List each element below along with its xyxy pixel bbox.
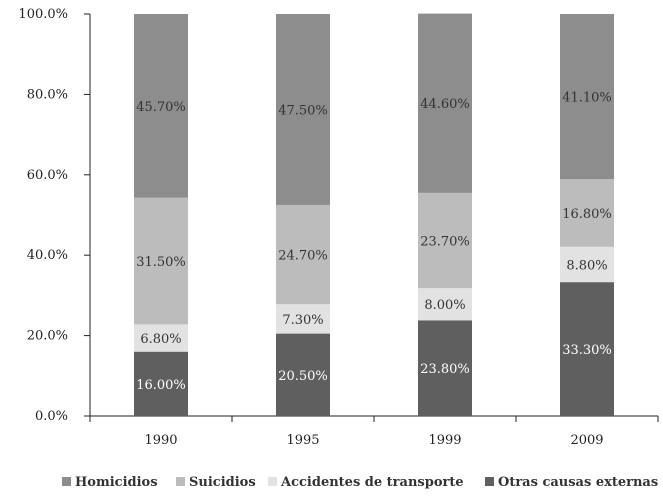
data-label: 45.70% (136, 100, 186, 115)
legend-label: Homicidios (75, 475, 158, 490)
legend-swatch (485, 477, 494, 486)
y-tick-label: 80.0% (27, 87, 68, 102)
bar-segment (134, 324, 188, 352)
x-tick-label: 1999 (428, 433, 461, 448)
data-label: 6.80% (140, 332, 181, 347)
y-tick-label: 0.0% (35, 409, 68, 424)
data-label: 7.30% (282, 313, 323, 328)
bar-segment (560, 282, 614, 416)
bars: 16.00% 6.80% 31.50% 45.70% 20.50% 7.30% 24.70%… (134, 13, 614, 416)
data-label: 33.30% (562, 343, 612, 358)
bar-segment (560, 246, 614, 283)
x-tick-label: 1995 (286, 433, 319, 448)
bar-segment (560, 179, 614, 247)
data-label: 16.80% (562, 207, 612, 222)
data-label: 44.60% (420, 97, 470, 112)
y-tick-label: 40.0% (27, 248, 68, 263)
y-tick-label: 60.0% (27, 168, 68, 183)
bar-segment (276, 304, 330, 334)
bar-segment (134, 351, 188, 416)
legend-swatch (176, 477, 185, 486)
legend-label: Accidentes de transporte (280, 475, 464, 490)
data-label: 31.50% (136, 255, 186, 270)
bar-segment (276, 204, 330, 305)
y-tick-label: 100.0% (18, 7, 68, 22)
x-axis: 1990 1995 1999 2009 (89, 415, 659, 448)
bar-segment (276, 14, 330, 205)
data-label: 20.50% (278, 369, 328, 384)
legend-swatch (62, 477, 71, 486)
data-label: 16.00% (136, 378, 186, 393)
data-label: 8.00% (424, 298, 465, 313)
bar-segment (418, 13, 472, 193)
y-tick-label: 20.0% (27, 329, 68, 344)
bar-segment (134, 197, 188, 325)
legend-label: Otras causas externas (498, 475, 658, 490)
data-label: 41.10% (562, 91, 612, 106)
legend: Homicidios Suicidios Accidentes de transpo… (62, 475, 658, 490)
data-label: 47.50% (278, 103, 328, 118)
bar-segment (418, 192, 472, 289)
legend-label: Suicidios (189, 475, 256, 490)
y-axis: 0.0% 20.0% 40.0% 60.0% 80.0% 100.0% (18, 7, 91, 424)
x-tick-label: 2009 (570, 433, 603, 448)
data-label: 8.80% (566, 258, 607, 273)
data-label: 23.80% (420, 362, 470, 377)
data-label: 23.70% (420, 235, 470, 250)
bar-segment (134, 14, 188, 198)
bar-segment (560, 14, 614, 180)
x-tick-label: 1990 (144, 433, 177, 448)
bar-segment (418, 288, 472, 321)
data-label: 24.70% (278, 249, 328, 264)
bar-segment (418, 320, 472, 416)
bar-segment (276, 333, 330, 416)
legend-swatch (268, 477, 277, 486)
